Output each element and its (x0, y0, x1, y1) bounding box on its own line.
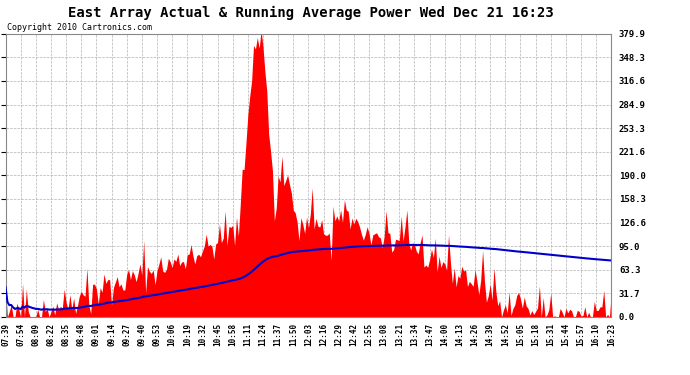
Text: Copyright 2010 Cartronics.com: Copyright 2010 Cartronics.com (7, 23, 152, 32)
Text: Average  (DC Watts): Average (DC Watts) (400, 19, 502, 28)
Text: East Array Actual & Running Average Power Wed Dec 21 16:23: East Array Actual & Running Average Powe… (68, 6, 553, 20)
Text: East Array  (DC Watts): East Array (DC Watts) (546, 19, 665, 28)
